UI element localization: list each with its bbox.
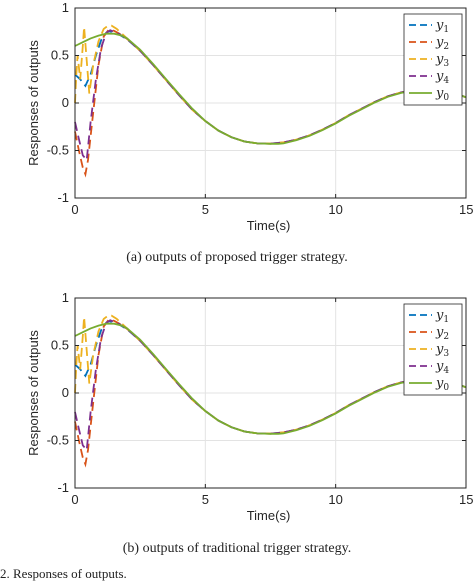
chart-panel-a: 0 5 10 15 1 0.5 0 -0.5 -1 Time(s) Responses of out… [0, 0, 474, 245]
legend-subscript: 2 [443, 332, 449, 342]
legend-subscript: 4 [443, 366, 449, 376]
x-tick-label: 10 [328, 492, 342, 507]
x-axis-label: Time(s) [247, 508, 291, 523]
x-tick-label: 15 [459, 492, 473, 507]
caption-b: (b) outputs of traditional trigger strat… [122, 541, 352, 556]
y-tick-label: 0 [62, 385, 69, 400]
x-tick-label: 5 [202, 492, 209, 507]
y-tick-label: -0.5 [47, 143, 69, 158]
y-tick-label: 0.5 [51, 338, 69, 353]
series-line-y0 [74, 32, 467, 145]
figure-note: 2. Responses of outputs. [0, 566, 127, 581]
x-tick-label: 5 [202, 202, 209, 217]
x-axis-label: Time(s) [247, 218, 291, 233]
series-line-y3 [74, 24, 467, 145]
y-tick-label: 1 [62, 290, 69, 305]
chart-panel-b: 0 5 10 15 1 0.5 0 -0.5 -1 Time(s) Responses of out… [0, 290, 474, 535]
legend-subscript: 1 [443, 25, 449, 35]
x-tick-label: 15 [459, 202, 473, 217]
legend-subscript: 4 [443, 76, 449, 86]
legend-subscript: 2 [443, 42, 449, 52]
y-tick-label: -1 [57, 480, 69, 495]
y-tick-label: 0 [62, 95, 69, 110]
y-tick-label: -1 [57, 190, 69, 205]
y-axis-label: Responses of outputs [26, 330, 41, 456]
legend-subscript: 0 [443, 93, 449, 103]
legend-subscript: 1 [443, 315, 449, 325]
x-tick-label: 10 [328, 202, 342, 217]
legend-box [403, 303, 463, 396]
x-tick-label: 0 [71, 202, 78, 217]
y-tick-label: 0.5 [51, 48, 69, 63]
y-tick-label: 1 [62, 0, 69, 15]
series-line-y0 [74, 322, 467, 435]
y-tick-label: -0.5 [47, 433, 69, 448]
legend-subscript: 0 [443, 383, 449, 393]
x-tick-label: 0 [71, 492, 78, 507]
y-axis-label: Responses of outputs [26, 40, 41, 166]
series-line-y3 [74, 314, 467, 435]
legend-subscript: 3 [443, 349, 449, 359]
legend-subscript: 3 [443, 59, 449, 69]
caption-a: (a) outputs of proposed trigger strategy… [126, 250, 348, 265]
